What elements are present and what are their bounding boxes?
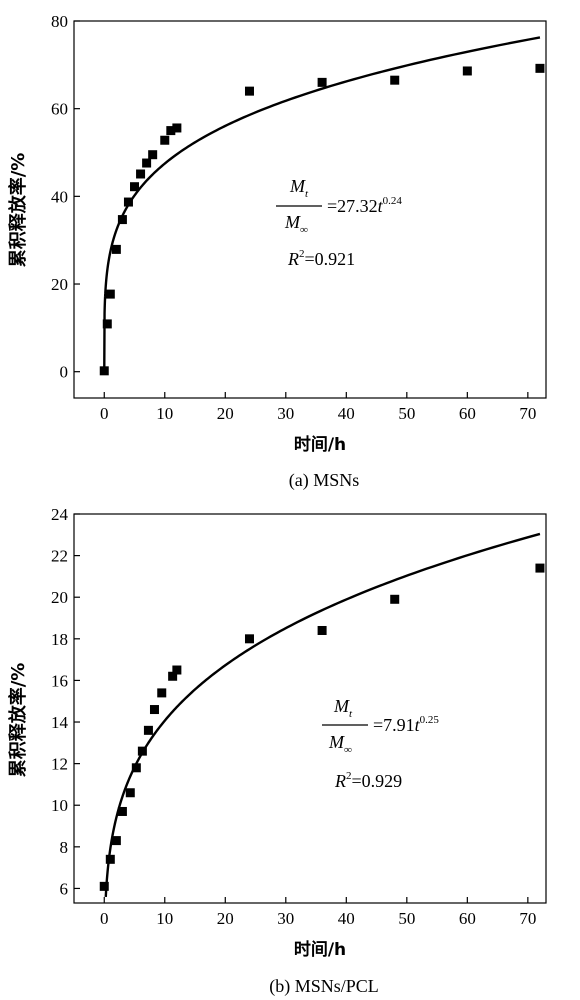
- x-axis-label: 时间/h: [294, 939, 346, 960]
- data-point: [117, 215, 127, 225]
- x-tick-label: 30: [277, 404, 294, 423]
- r-squared: R2=0.921: [287, 248, 355, 269]
- chart-a-msns: 0 10 20 30 40 50 60 70 0 20 40 60 80 Mt M∞ =27.32t0…: [7, 12, 547, 491]
- y-tick-label: 10: [51, 796, 68, 815]
- data-point: [131, 763, 141, 773]
- x-tick-label: 40: [338, 404, 355, 423]
- data-point: [143, 725, 153, 735]
- y-tick-label: 6: [60, 879, 69, 898]
- y-tick-label: 20: [51, 275, 68, 294]
- equation-rhs: =7.91t0.25: [373, 714, 439, 735]
- chart-caption: (a) MSNs: [289, 470, 360, 491]
- data-point: [157, 688, 167, 698]
- x-tick-label: 40: [338, 909, 355, 928]
- y-tick-label: 40: [51, 187, 68, 206]
- data-point: [130, 182, 140, 192]
- data-point: [105, 289, 115, 299]
- y-tick-label: 14: [51, 713, 69, 732]
- data-point: [168, 671, 178, 681]
- data-point: [111, 836, 121, 846]
- y-axis-ticks: 0 20 40 60 80: [51, 12, 80, 382]
- r-squared: R2=0.929: [334, 770, 402, 791]
- y-axis-label: 累积释放率/%: [7, 153, 29, 268]
- x-tick-label: 50: [398, 404, 415, 423]
- data-points: [99, 63, 545, 376]
- y-tick-label: 24: [51, 505, 69, 524]
- y-tick-label: 20: [51, 588, 68, 607]
- y-tick-label: 0: [60, 363, 69, 382]
- data-point: [142, 158, 152, 168]
- data-point: [317, 625, 327, 635]
- x-axis-label: 时间/h: [294, 434, 346, 455]
- fit-equation: Mt M∞ =27.32t0.24: [276, 176, 402, 236]
- data-point: [99, 366, 109, 376]
- data-point: [160, 135, 170, 145]
- data-point: [172, 123, 182, 133]
- equation-denominator: M∞: [328, 732, 352, 756]
- equation-numerator: Mt: [333, 696, 353, 720]
- data-point: [123, 197, 133, 207]
- data-point: [535, 63, 545, 73]
- data-point: [172, 665, 182, 675]
- x-tick-label: 20: [217, 404, 234, 423]
- data-point: [462, 66, 472, 76]
- y-tick-label: 18: [51, 630, 68, 649]
- x-tick-label: 10: [156, 404, 173, 423]
- x-tick-label: 60: [459, 404, 476, 423]
- x-tick-label: 0: [100, 404, 109, 423]
- data-point: [149, 705, 159, 715]
- x-tick-label: 70: [519, 404, 536, 423]
- data-point: [317, 77, 327, 87]
- data-point: [125, 788, 135, 798]
- equation-denominator: M∞: [284, 212, 308, 236]
- data-point: [244, 634, 254, 644]
- y-axis-label: 累积释放率/%: [7, 663, 29, 778]
- x-axis-ticks: 0 10 20 30 40 50 60 70: [100, 897, 536, 928]
- y-axis-ticks: 6 8 10 12 14 16 18 20 22 24: [51, 505, 80, 898]
- y-tick-label: 60: [51, 100, 68, 119]
- equation-rhs: =27.32t0.24: [327, 195, 402, 216]
- data-point: [99, 881, 109, 891]
- data-point: [244, 86, 254, 96]
- data-point: [102, 319, 112, 329]
- x-tick-label: 30: [277, 909, 294, 928]
- data-point: [535, 563, 545, 573]
- x-tick-label: 50: [398, 909, 415, 928]
- data-point: [136, 169, 146, 179]
- data-point: [166, 126, 176, 136]
- fit-curve: [104, 532, 541, 897]
- y-tick-label: 8: [60, 838, 69, 857]
- data-point: [117, 806, 127, 816]
- data-point: [105, 854, 115, 864]
- plot-frame: [73, 20, 547, 399]
- chart-b-msns-pcl: 0 10 20 30 40 50 60 70 6 8 10 12 14 16 18 20 22 24 Mt M∞…: [7, 505, 547, 997]
- data-point: [137, 746, 147, 756]
- data-points: [99, 563, 545, 891]
- y-tick-label: 12: [51, 755, 68, 774]
- chart-caption: (b) MSNs/PCL: [269, 976, 379, 997]
- x-axis-ticks: 0 10 20 30 40 50 60 70: [100, 392, 536, 423]
- plot-frame: [73, 513, 547, 904]
- data-point: [111, 244, 121, 254]
- y-tick-label: 80: [51, 12, 68, 31]
- x-tick-label: 60: [459, 909, 476, 928]
- data-point: [390, 594, 400, 604]
- x-tick-label: 70: [519, 909, 536, 928]
- x-tick-label: 10: [156, 909, 173, 928]
- fit-equation: Mt M∞ =7.91t0.25: [322, 696, 439, 756]
- y-tick-label: 16: [51, 671, 68, 690]
- equation-numerator: Mt: [289, 176, 309, 200]
- y-tick-label: 22: [51, 547, 68, 566]
- x-tick-label: 0: [100, 909, 109, 928]
- x-tick-label: 20: [217, 909, 234, 928]
- data-point: [148, 150, 158, 160]
- fit-curve: [103, 36, 541, 372]
- data-point: [390, 75, 400, 85]
